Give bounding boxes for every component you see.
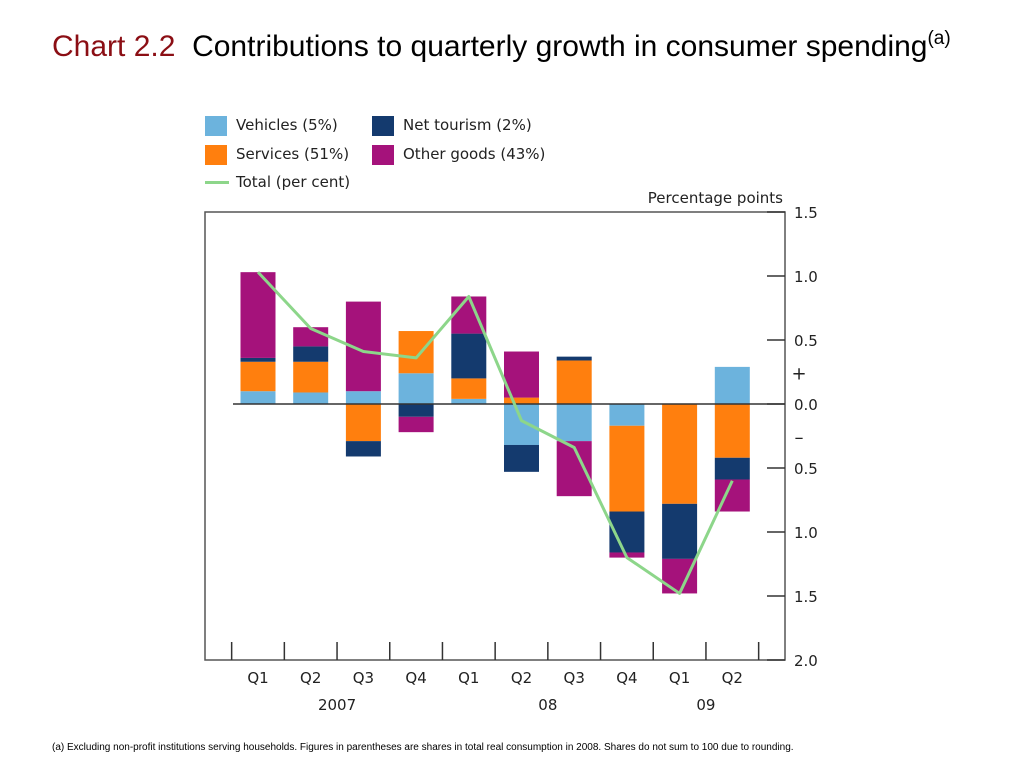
bar-services-7 — [609, 425, 645, 512]
bar-net-6 — [556, 356, 592, 361]
legend-swatch-other-goods — [372, 145, 394, 165]
bar-services-9 — [714, 404, 750, 458]
x-tick-label-2: Q3 — [353, 669, 374, 687]
legend: Vehicles (5%) Net tourism (2%) Services … — [205, 114, 585, 198]
bar-services-2 — [345, 404, 381, 442]
y-tick-label-5: 1.0 — [794, 524, 818, 542]
bar-vehicles-6 — [556, 404, 592, 442]
legend-swatch-net-tourism — [372, 116, 394, 136]
x-tick-label-9: Q2 — [722, 669, 743, 687]
bar-net-4 — [451, 333, 487, 379]
bar-vehicles-2 — [345, 391, 381, 404]
bar-vehicles-9 — [714, 366, 750, 404]
chart-title: Chart 2.2 Contributions to quarterly gro… — [52, 28, 992, 66]
bar-services-6 — [556, 360, 592, 404]
y-tick-label-1: 1.0 — [794, 268, 818, 286]
bar-services-8 — [662, 404, 698, 504]
bar-services-1 — [293, 361, 329, 393]
bar-vehicles-4 — [451, 398, 487, 404]
legend-swatch-vehicles — [205, 116, 227, 136]
x-tick-label-7: Q4 — [616, 669, 637, 687]
positive-sign-label: + — [791, 363, 806, 384]
bar-vehicles-7 — [609, 404, 645, 426]
bar-vehicles-0 — [240, 391, 276, 404]
year-label-2: 09 — [696, 696, 715, 714]
bar-vehicles-5 — [504, 404, 539, 445]
bar-other-3 — [398, 416, 434, 433]
title-note-marker: (a) — [927, 28, 951, 49]
bar-net-1 — [293, 346, 329, 362]
legend-label-services: Services (51%) — [236, 145, 350, 163]
chart-title-text: Contributions to quarterly growth in con… — [192, 30, 928, 63]
y-tick-label-6: 1.5 — [794, 588, 818, 606]
contributions-chart: Percentage points 1.5 1.0 0.5 0.0 0.5 1.0 1.5 2.… — [204, 189, 818, 714]
x-tick-label-3: Q4 — [405, 669, 426, 687]
bar-services-5 — [504, 397, 539, 404]
bar-vehicles-1 — [293, 392, 329, 404]
bar-net-0 — [240, 357, 276, 362]
negative-sign-label: – — [795, 427, 804, 448]
bar-net-2 — [345, 441, 381, 457]
year-label-1: 08 — [538, 696, 557, 714]
total-line — [256, 271, 734, 595]
year-label-0: 2007 — [318, 696, 356, 714]
y-tick-label-7: 2.0 — [794, 652, 818, 670]
bar-net-3 — [398, 404, 434, 417]
x-tick-label-1: Q2 — [300, 669, 321, 687]
y-tick-label-2: 0.5 — [794, 332, 818, 350]
y-tick-label-3: 0.0 — [794, 396, 818, 414]
bar-net-9 — [714, 457, 750, 480]
bar-services-4 — [451, 378, 487, 399]
legend-line-total — [205, 181, 229, 184]
x-tick-label-5: Q2 — [511, 669, 532, 687]
bar-other-8 — [662, 558, 698, 594]
x-tick-label-4: Q1 — [458, 669, 479, 687]
x-tick-label-6: Q3 — [564, 669, 585, 687]
x-tick-label-0: Q1 — [247, 669, 268, 687]
legend-label-net-tourism: Net tourism (2%) — [403, 116, 532, 134]
bar-net-5 — [504, 444, 539, 472]
legend-label-other-goods: Other goods (43%) — [403, 145, 546, 163]
bar-services-0 — [240, 361, 276, 392]
plot-frame — [204, 211, 786, 661]
footnote: (a) Excluding non-profit institutions se… — [52, 742, 794, 753]
y-axis-title: Percentage points — [648, 189, 783, 207]
chart-number: Chart 2.2 — [52, 30, 176, 63]
legend-swatch-services — [205, 145, 227, 165]
x-tick-label-8: Q1 — [669, 669, 690, 687]
bar-net-8 — [662, 503, 698, 559]
y-tick-label-4: 0.5 — [794, 460, 818, 478]
legend-label-total: Total (per cent) — [236, 173, 351, 191]
bar-services-3 — [398, 331, 434, 374]
legend-label-vehicles: Vehicles (5%) — [236, 116, 338, 134]
y-tick-label-0: 1.5 — [794, 204, 818, 222]
bar-vehicles-3 — [398, 373, 434, 404]
